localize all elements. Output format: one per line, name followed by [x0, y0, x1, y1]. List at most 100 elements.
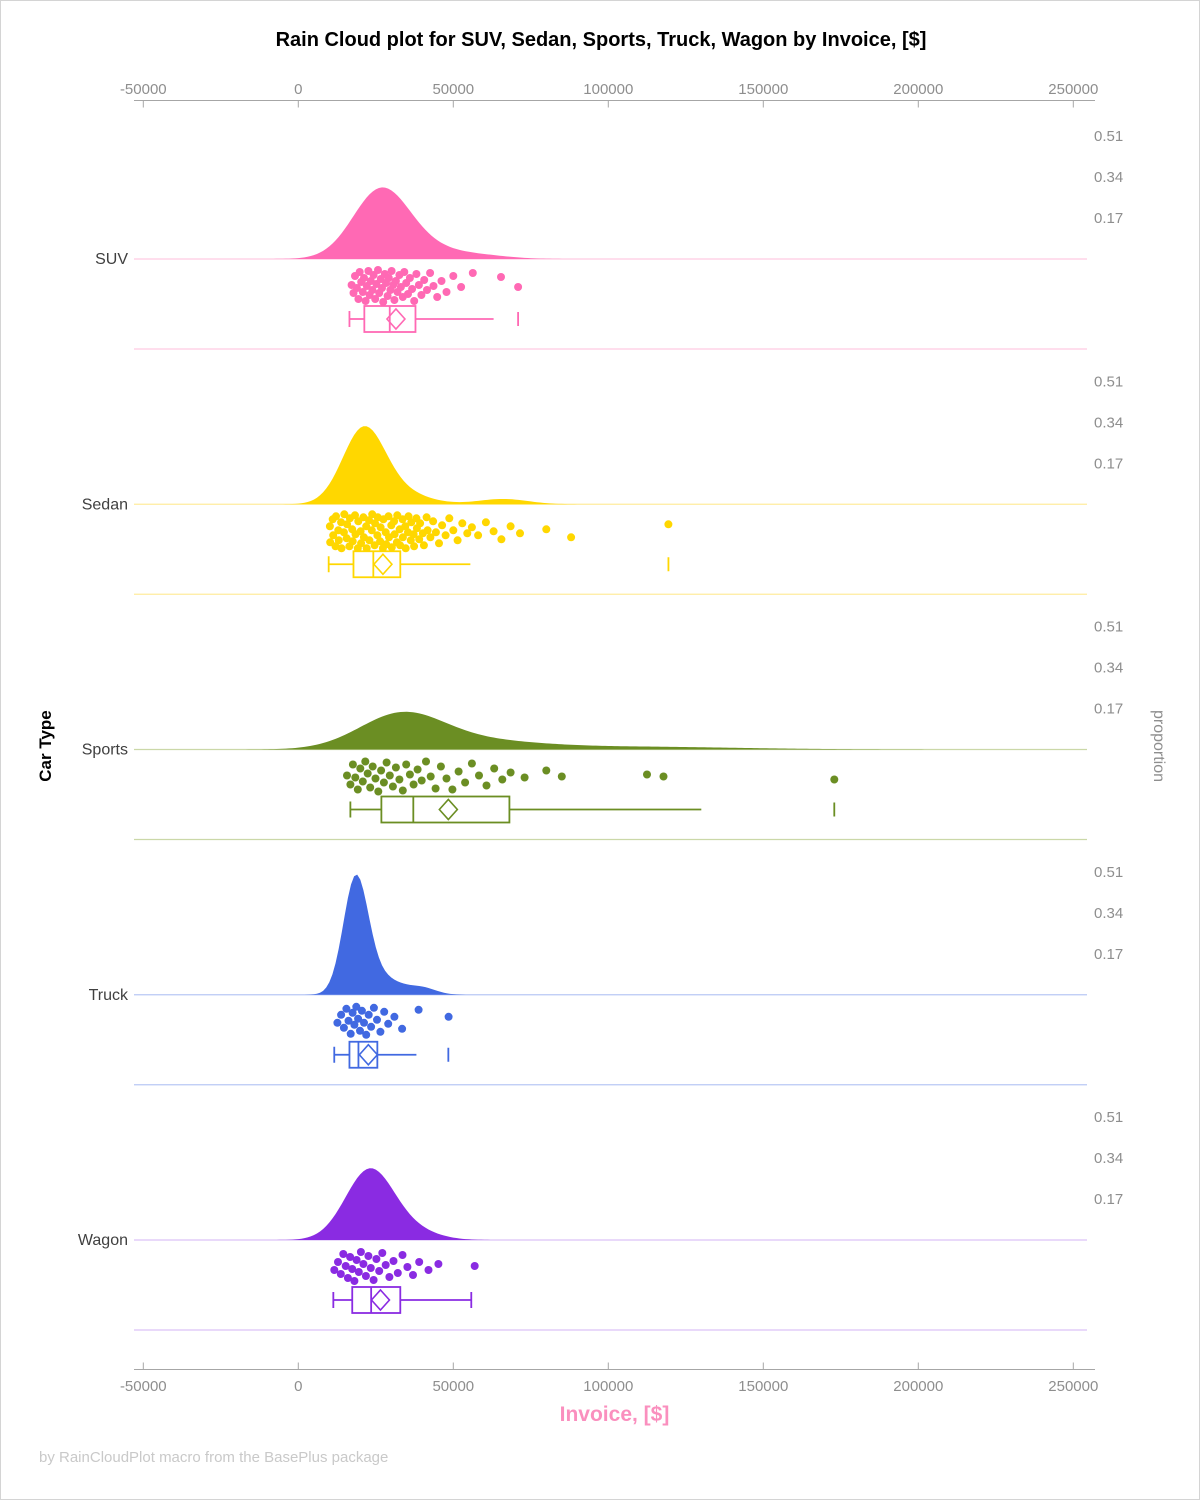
proportion-tick-label: 0.51 [1094, 373, 1123, 390]
scatter-point [342, 1004, 351, 1013]
scatter-point [467, 759, 476, 768]
scatter-point [398, 786, 407, 795]
scatter-point [356, 1248, 365, 1256]
scatter-point [373, 531, 382, 540]
scatter-point [426, 269, 435, 277]
scatter-point [382, 758, 391, 767]
scatter-point [336, 1270, 345, 1278]
scatter-point [422, 513, 431, 522]
scatter-point [367, 1022, 376, 1031]
scatter-point [436, 762, 445, 771]
scatter-point [371, 519, 379, 528]
scatter-point [643, 770, 651, 779]
bottom-x-tick-label: 150000 [738, 1378, 788, 1395]
scatter-point [352, 1002, 361, 1011]
scatter-point [659, 772, 668, 781]
scatter-point [350, 1277, 359, 1285]
scatter-point [374, 787, 383, 796]
scatter-point [350, 1020, 359, 1029]
scatter-point [448, 785, 457, 794]
scatter-point [344, 1016, 353, 1025]
scatter-point [416, 519, 425, 528]
scatter-point [339, 1023, 348, 1032]
scatter-point [387, 543, 396, 552]
scatter-point [360, 274, 368, 282]
scatter-point [339, 528, 348, 537]
scatter-point [353, 785, 362, 794]
scatter-point [334, 536, 343, 545]
scatter-point [414, 281, 423, 289]
top-x-tick-label: 200000 [893, 81, 943, 98]
scatter-point [357, 1006, 366, 1015]
box-iqr [380, 795, 511, 824]
bottom-x-tick-label: 50000 [432, 1378, 474, 1395]
scatter-point [368, 286, 377, 294]
proportion-tick-label: 0.17 [1094, 946, 1123, 963]
density-cloud-truck [158, 874, 1058, 995]
density-cloud-sedan [158, 426, 1058, 505]
scatter-point [417, 776, 426, 785]
scatter-point [557, 772, 566, 781]
scatter-point [362, 522, 371, 531]
top-x-tick-label: 150000 [738, 81, 788, 98]
density-cloud-sports [158, 711, 1058, 750]
scatter-point [514, 283, 523, 291]
scatter-point [346, 1029, 355, 1038]
scatter-point [381, 1261, 390, 1269]
scatter-point [333, 1018, 342, 1027]
scatter-point [366, 783, 375, 792]
scatter-point [360, 1018, 368, 1027]
scatter-point [426, 772, 435, 781]
scatter-point [431, 784, 440, 793]
scatter-point [362, 1030, 371, 1039]
scatter-point [475, 771, 483, 780]
scatter-point [357, 539, 366, 548]
scatter-point [359, 1260, 368, 1268]
scatter-point [445, 514, 454, 523]
category-label-truck: Truck [89, 987, 129, 1004]
scatter-point [379, 778, 388, 787]
scatter-point [415, 1258, 424, 1266]
scatter-point [391, 763, 400, 772]
scatter-point [354, 1268, 363, 1276]
scatter-point [351, 773, 360, 782]
scatter-point [481, 518, 490, 527]
scatter-point [361, 297, 370, 305]
scatter-point [410, 542, 419, 551]
scatter-point [431, 528, 440, 537]
scatter-point [410, 297, 419, 305]
scatter-point [358, 288, 367, 296]
top-x-tick-label: 100000 [583, 81, 633, 98]
scatter-point [374, 266, 382, 274]
scatter-point [367, 526, 376, 535]
scatter-point [329, 531, 338, 540]
top-x-tick-label: 250000 [1048, 81, 1098, 98]
scatter-point [330, 1266, 339, 1274]
scatter-point [506, 522, 515, 531]
top-x-tick-label: 0 [294, 81, 302, 98]
mean-diamond [372, 553, 394, 576]
proportion-tick-label: 0.34 [1094, 169, 1123, 186]
scatter-point [402, 760, 411, 769]
scatter-point [398, 1024, 407, 1033]
scatter-point [377, 766, 386, 775]
scatter-point [343, 771, 351, 780]
scatter-point [376, 523, 385, 532]
scatter-point [474, 531, 483, 540]
scatter-point [415, 535, 424, 544]
scatter-point [664, 520, 673, 529]
scatter-point [390, 1012, 399, 1021]
proportion-tick-label: 0.17 [1094, 701, 1123, 718]
scatter-point [830, 775, 839, 784]
scatter-point [463, 529, 472, 538]
density-cloud-wagon [158, 1168, 1058, 1240]
scatter-point [387, 267, 396, 275]
bottom-x-tick-label: -50000 [120, 1378, 167, 1395]
top-x-tick-label: 50000 [432, 81, 474, 98]
scatter-point [340, 510, 349, 519]
scatter-point [348, 537, 357, 546]
scatter-point [498, 775, 507, 784]
proportion-tick-label: 0.17 [1094, 1191, 1123, 1208]
scatter-point [408, 285, 417, 293]
scatter-point [542, 525, 551, 534]
